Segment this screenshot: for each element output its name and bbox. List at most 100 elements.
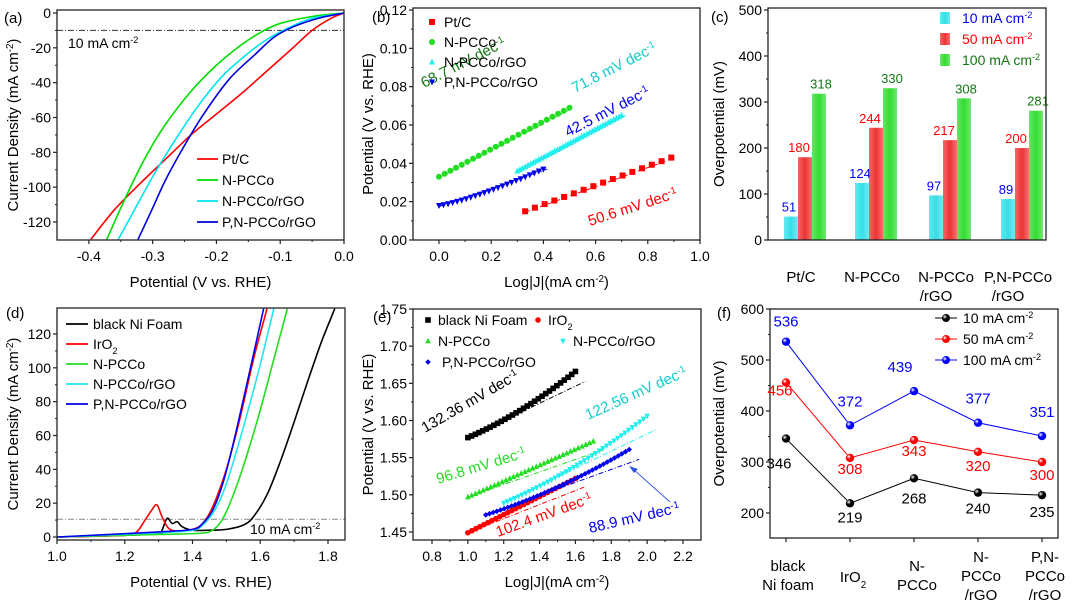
x-tick-label: 0.8	[638, 248, 658, 264]
data-point	[549, 486, 555, 493]
data-point	[563, 449, 570, 456]
y-tick-label: -20	[31, 40, 51, 56]
data-point	[560, 338, 566, 345]
data-point	[909, 435, 919, 445]
data-point	[479, 428, 486, 434]
fit-line	[485, 458, 640, 516]
data-point	[429, 58, 435, 65]
legend-label: 100 mA cm-2	[963, 352, 1041, 368]
data-point	[578, 460, 584, 466]
reference-line-label: 10 mA cm-2	[68, 35, 138, 51]
y-tick-label: 1.70	[380, 338, 407, 354]
x-tick-label: -0.2	[204, 248, 228, 264]
data-point	[505, 414, 512, 420]
bar	[883, 88, 897, 240]
y-tick-label: 1.65	[380, 375, 407, 391]
legend-label: N-PCCo/rGO	[222, 193, 305, 209]
y-tick-label: 300	[741, 454, 765, 470]
data-point	[556, 453, 562, 459]
point-value-label: 240	[965, 501, 990, 518]
y-tick-label: 0.00	[380, 232, 407, 248]
plot-frame-d	[56, 307, 346, 541]
x-tick-label: 1.0	[458, 548, 478, 564]
data-point	[520, 405, 527, 412]
data-point	[465, 434, 471, 441]
x-tick-label: 1.2	[494, 548, 514, 564]
y-tick-label: 120	[28, 326, 52, 342]
data-point	[619, 172, 626, 179]
data-point	[781, 378, 791, 387]
data-point	[508, 179, 515, 186]
series-group	[90, 12, 344, 240]
data-point	[491, 422, 497, 429]
data-point	[425, 359, 431, 365]
data-point	[571, 476, 577, 483]
data-point	[544, 458, 551, 464]
data-point	[561, 377, 568, 383]
data-point	[582, 470, 588, 477]
data-point	[596, 463, 603, 469]
x-axis-label: Potential (V vs. RHE)	[130, 574, 272, 591]
panel-a-lsv-her: 10 mA cm-2 0 -20 -40 -60 -80 -100 -120 -0.4 -0.3 -…	[4, 5, 354, 291]
data-point	[668, 154, 675, 161]
data-point	[658, 158, 665, 165]
data-point	[589, 467, 596, 473]
legend-label: N-PCCo	[438, 333, 490, 349]
y-tick-label: -80	[31, 144, 51, 160]
category-label: black	[770, 558, 806, 575]
data-point	[449, 200, 456, 207]
data-point	[495, 480, 502, 486]
data-point	[572, 368, 579, 375]
fit-line	[503, 428, 658, 504]
data-point	[614, 435, 621, 442]
data-point	[524, 403, 531, 409]
data-point	[533, 463, 540, 469]
data-point	[549, 113, 556, 120]
data-point	[521, 128, 528, 135]
slope-annotation: 122.56 mV dec-1	[583, 363, 690, 424]
data-point	[567, 467, 573, 473]
data-point	[845, 421, 855, 430]
series-1	[436, 104, 574, 180]
point-value-label: 219	[837, 509, 862, 526]
data-point	[586, 439, 593, 446]
x-tick-label: -0.3	[141, 248, 165, 264]
fit-line	[524, 157, 676, 213]
series-line-2	[117, 12, 344, 240]
y-tick-label: 0.04	[380, 155, 407, 171]
bar	[957, 98, 971, 240]
data-point	[552, 454, 559, 461]
panel-label: (f)	[717, 305, 731, 322]
category-label: Pt/C	[786, 269, 815, 286]
series-line-0	[57, 308, 336, 538]
data-point	[644, 413, 650, 420]
data-point	[973, 418, 983, 427]
data-point	[516, 407, 523, 414]
series-0	[465, 368, 586, 441]
category-label: PCCo	[897, 577, 937, 594]
data-point	[425, 337, 431, 344]
data-point	[519, 499, 526, 505]
y-tick-label: 400	[741, 403, 765, 419]
series-3	[500, 413, 658, 507]
data-point	[526, 488, 533, 495]
data-point	[522, 468, 528, 475]
y-tick-label: 0.12	[380, 2, 407, 18]
data-point	[534, 485, 540, 491]
data-point	[625, 427, 632, 434]
data-point	[592, 450, 599, 457]
point-value-label: 308	[837, 461, 862, 478]
x-tick-label: 0.8	[422, 548, 442, 564]
data-point	[629, 425, 636, 431]
data-point	[495, 185, 502, 192]
panel-e-tafel-oer: 1.45 1.50 1.55 1.60 1.65 1.70 1.75 0.8 1.0 1.2 1.4…	[360, 301, 702, 591]
x-axis-label: Potential (V vs. RHE)	[130, 274, 272, 291]
data-point	[509, 412, 516, 418]
data-point	[615, 453, 621, 459]
data-point	[593, 465, 599, 471]
data-point	[504, 499, 511, 505]
data-point	[490, 186, 497, 193]
data-point	[557, 380, 564, 386]
y-tick-label: 100	[739, 186, 763, 202]
data-point	[535, 395, 542, 402]
